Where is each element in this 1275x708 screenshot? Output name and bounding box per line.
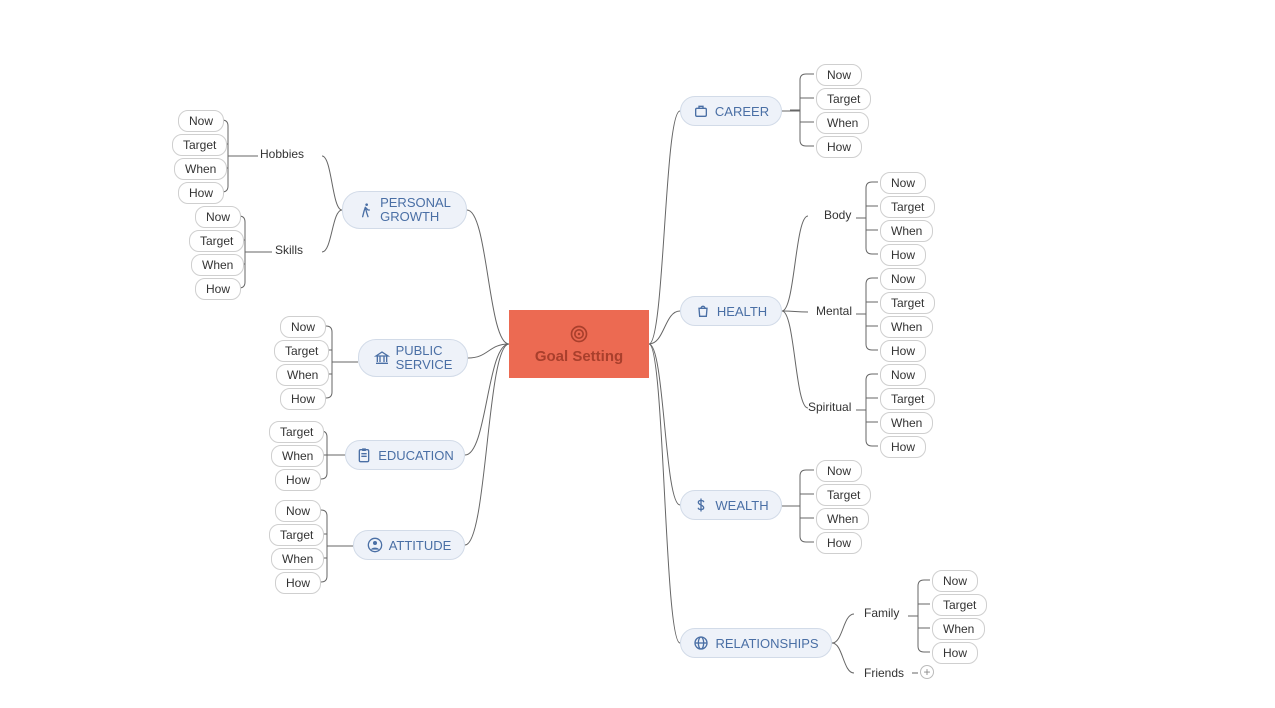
sub-skills[interactable]: Skills (275, 243, 303, 257)
bank-icon (374, 349, 390, 367)
leaf-body-how[interactable]: How (880, 244, 926, 266)
leaf-spirit-target[interactable]: Target (880, 388, 935, 410)
globe-icon (693, 634, 709, 652)
leaf-hobbies-now[interactable]: Now (178, 110, 224, 132)
leaf-family-how[interactable]: How (932, 642, 978, 664)
leaf-att-when[interactable]: When (271, 548, 324, 570)
primary-education[interactable]: EDUCATION (345, 440, 465, 470)
primary-public-service[interactable]: PUBLICSERVICE (358, 339, 468, 377)
leaf-skills-when[interactable]: When (191, 254, 244, 276)
leaf-att-now[interactable]: Now (275, 500, 321, 522)
leaf-mental-when[interactable]: When (880, 316, 933, 338)
leaf-family-when[interactable]: When (932, 618, 985, 640)
sub-spiritual[interactable]: Spiritual (808, 400, 851, 414)
primary-label: WEALTH (715, 498, 768, 513)
leaf-career-how[interactable]: How (816, 136, 862, 158)
bag-icon (695, 302, 711, 320)
leaf-body-when[interactable]: When (880, 220, 933, 242)
leaf-wealth-target[interactable]: Target (816, 484, 871, 506)
leaf-att-how[interactable]: How (275, 572, 321, 594)
leaf-mental-now[interactable]: Now (880, 268, 926, 290)
primary-label: CAREER (715, 104, 769, 119)
leaf-spirit-now[interactable]: Now (880, 364, 926, 386)
leaf-public-now[interactable]: Now (280, 316, 326, 338)
person-icon (367, 536, 383, 554)
primary-personal-growth[interactable]: PERSONALGROWTH (342, 191, 467, 229)
leaf-career-when[interactable]: When (816, 112, 869, 134)
primary-wealth[interactable]: WEALTH (680, 490, 782, 520)
primary-label: PERSONALGROWTH (380, 196, 451, 225)
leaf-hobbies-target[interactable]: Target (172, 134, 227, 156)
leaf-hobbies-when[interactable]: When (174, 158, 227, 180)
leaf-public-target[interactable]: Target (274, 340, 329, 362)
leaf-career-now[interactable]: Now (816, 64, 862, 86)
leaf-edu-target[interactable]: Target (269, 421, 324, 443)
sub-friends[interactable]: Friends (864, 666, 904, 680)
leaf-hobbies-how[interactable]: How (178, 182, 224, 204)
leaf-edu-how[interactable]: How (275, 469, 321, 491)
leaf-body-target[interactable]: Target (880, 196, 935, 218)
leaf-wealth-when[interactable]: When (816, 508, 869, 530)
sub-body[interactable]: Body (824, 208, 851, 222)
leaf-family-now[interactable]: Now (932, 570, 978, 592)
dollar-icon (693, 496, 709, 514)
leaf-skills-now[interactable]: Now (195, 206, 241, 228)
leaf-mental-target[interactable]: Target (880, 292, 935, 314)
center-node[interactable]: Goal Setting (509, 310, 649, 378)
primary-label: PUBLICSERVICE (396, 344, 453, 373)
walk-icon (358, 201, 374, 219)
clipboard-icon (356, 446, 372, 464)
leaf-spirit-when[interactable]: When (880, 412, 933, 434)
leaf-skills-how[interactable]: How (195, 278, 241, 300)
center-label: Goal Setting (535, 348, 623, 365)
primary-health[interactable]: HEALTH (680, 296, 782, 326)
leaf-public-how[interactable]: How (280, 388, 326, 410)
leaf-skills-target[interactable]: Target (189, 230, 244, 252)
leaf-body-now[interactable]: Now (880, 172, 926, 194)
primary-relationships[interactable]: RELATIONSHIPS (680, 628, 832, 658)
primary-label: EDUCATION (378, 448, 454, 463)
leaf-career-target[interactable]: Target (816, 88, 871, 110)
sub-family[interactable]: Family (864, 606, 899, 620)
leaf-wealth-how[interactable]: How (816, 532, 862, 554)
primary-attitude[interactable]: ATTITUDE (353, 530, 465, 560)
leaf-public-when[interactable]: When (276, 364, 329, 386)
leaf-family-target[interactable]: Target (932, 594, 987, 616)
leaf-wealth-now[interactable]: Now (816, 460, 862, 482)
leaf-mental-how[interactable]: How (880, 340, 926, 362)
leaf-spirit-how[interactable]: How (880, 436, 926, 458)
target-icon (569, 324, 589, 344)
sub-mental[interactable]: Mental (816, 304, 852, 318)
expand-icon[interactable]: + (920, 665, 934, 679)
briefcase-icon (693, 102, 709, 120)
leaf-att-target[interactable]: Target (269, 524, 324, 546)
primary-label: RELATIONSHIPS (715, 636, 818, 651)
primary-label: HEALTH (717, 304, 767, 319)
sub-hobbies[interactable]: Hobbies (260, 147, 304, 161)
leaf-edu-when[interactable]: When (271, 445, 324, 467)
primary-label: ATTITUDE (389, 538, 452, 553)
primary-career[interactable]: CAREER (680, 96, 782, 126)
